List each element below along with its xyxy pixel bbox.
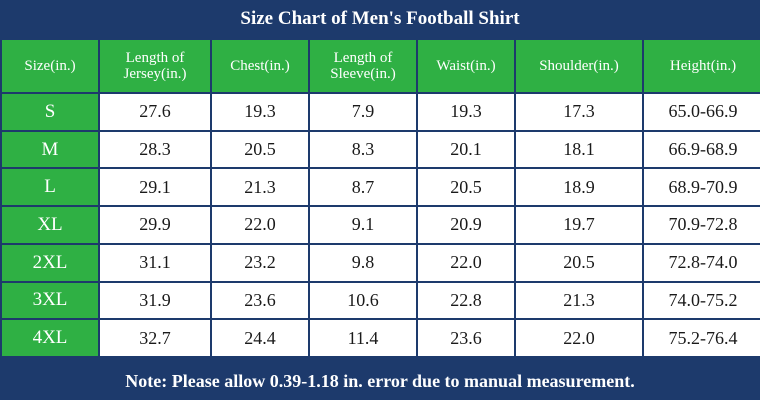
sleeve-length-value: 8.3 bbox=[310, 131, 416, 168]
jersey-length-value: 29.9 bbox=[100, 207, 210, 243]
table-row: S 27.6 19.3 7.9 19.3 17.3 65.0-66.9 bbox=[2, 94, 760, 130]
measurement-note: Note: Please allow 0.39-1.18 in. error d… bbox=[125, 370, 635, 391]
size-label: 3XL bbox=[2, 282, 98, 319]
jersey-length-value: 31.9 bbox=[100, 282, 210, 319]
size-table-container: Size(in.) Length of Jersey(in.) Chest(in… bbox=[0, 38, 760, 358]
chest-value: 24.4 bbox=[212, 320, 308, 356]
header-sleeve-length-label: Length of Sleeve(in.) bbox=[330, 50, 396, 82]
header-shoulder: Shoulder(in.) bbox=[516, 40, 642, 92]
size-label: 4XL bbox=[2, 320, 98, 356]
header-jersey-length: Length of Jersey(in.) bbox=[100, 40, 210, 92]
sleeve-length-value: 11.4 bbox=[310, 320, 416, 356]
height-value: 70.9-72.8 bbox=[644, 207, 760, 243]
jersey-length-value: 28.3 bbox=[100, 131, 210, 168]
jersey-length-value: 32.7 bbox=[100, 320, 210, 356]
header-row: Size(in.) Length of Jersey(in.) Chest(in… bbox=[2, 40, 760, 92]
table-row: M 28.3 20.5 8.3 20.1 18.1 66.9-68.9 bbox=[2, 131, 760, 168]
sleeve-length-value: 9.1 bbox=[310, 207, 416, 243]
size-label: M bbox=[2, 131, 98, 168]
shoulder-value: 18.1 bbox=[516, 131, 642, 168]
waist-value: 20.1 bbox=[418, 131, 514, 168]
size-label: L bbox=[2, 169, 98, 206]
header-size: Size(in.) bbox=[2, 40, 98, 92]
waist-value: 20.9 bbox=[418, 207, 514, 243]
table-row: 3XL 31.9 23.6 10.6 22.8 21.3 74.0-75.2 bbox=[2, 282, 760, 319]
shoulder-value: 21.3 bbox=[516, 282, 642, 319]
header-waist: Waist(in.) bbox=[418, 40, 514, 92]
chest-value: 19.3 bbox=[212, 94, 308, 130]
height-value: 75.2-76.4 bbox=[644, 320, 760, 356]
height-value: 68.9-70.9 bbox=[644, 169, 760, 206]
size-table: Size(in.) Length of Jersey(in.) Chest(in… bbox=[0, 38, 760, 358]
shoulder-value: 18.9 bbox=[516, 169, 642, 206]
table-row: 2XL 31.1 23.2 9.8 22.0 20.5 72.8-74.0 bbox=[2, 244, 760, 281]
jersey-length-value: 31.1 bbox=[100, 244, 210, 281]
table-row: L 29.1 21.3 8.7 20.5 18.9 68.9-70.9 bbox=[2, 169, 760, 206]
size-label: 2XL bbox=[2, 244, 98, 281]
waist-value: 22.0 bbox=[418, 244, 514, 281]
chest-value: 21.3 bbox=[212, 169, 308, 206]
sleeve-length-value: 7.9 bbox=[310, 94, 416, 130]
table-row: XL 29.9 22.0 9.1 20.9 19.7 70.9-72.8 bbox=[2, 207, 760, 243]
chest-value: 23.2 bbox=[212, 244, 308, 281]
jersey-length-value: 27.6 bbox=[100, 94, 210, 130]
height-value: 65.0-66.9 bbox=[644, 94, 760, 130]
table-row: 4XL 32.7 24.4 11.4 23.6 22.0 75.2-76.4 bbox=[2, 320, 760, 356]
header-chest: Chest(in.) bbox=[212, 40, 308, 92]
waist-value: 20.5 bbox=[418, 169, 514, 206]
waist-value: 23.6 bbox=[418, 320, 514, 356]
height-value: 66.9-68.9 bbox=[644, 131, 760, 168]
shoulder-value: 22.0 bbox=[516, 320, 642, 356]
header-jersey-length-label: Length of Jersey(in.) bbox=[123, 50, 187, 82]
chest-value: 23.6 bbox=[212, 282, 308, 319]
header-height: Height(in.) bbox=[644, 40, 760, 92]
size-label: S bbox=[2, 94, 98, 130]
waist-value: 19.3 bbox=[418, 94, 514, 130]
header-sleeve-length: Length of Sleeve(in.) bbox=[310, 40, 416, 92]
sleeve-length-value: 10.6 bbox=[310, 282, 416, 319]
height-value: 72.8-74.0 bbox=[644, 244, 760, 281]
shoulder-value: 19.7 bbox=[516, 207, 642, 243]
waist-value: 22.8 bbox=[418, 282, 514, 319]
height-value: 74.0-75.2 bbox=[644, 282, 760, 319]
sleeve-length-value: 8.7 bbox=[310, 169, 416, 206]
chest-value: 20.5 bbox=[212, 131, 308, 168]
shoulder-value: 20.5 bbox=[516, 244, 642, 281]
sleeve-length-value: 9.8 bbox=[310, 244, 416, 281]
size-label: XL bbox=[2, 207, 98, 243]
jersey-length-value: 29.1 bbox=[100, 169, 210, 206]
chest-value: 22.0 bbox=[212, 207, 308, 243]
shoulder-value: 17.3 bbox=[516, 94, 642, 130]
chart-title: Size Chart of Men's Football Shirt bbox=[240, 8, 520, 29]
